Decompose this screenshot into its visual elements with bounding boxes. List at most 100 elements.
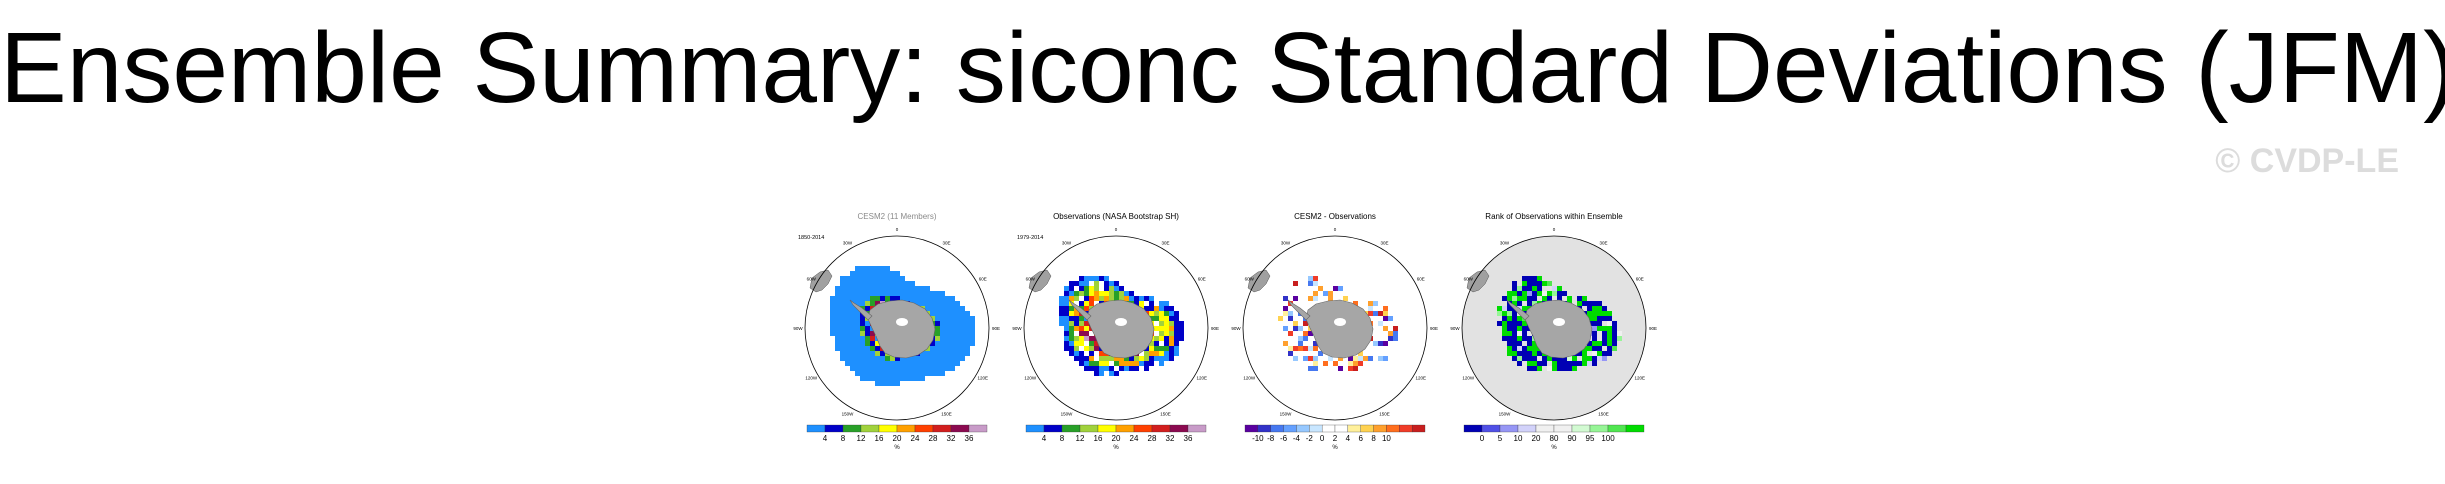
ice-cell bbox=[1378, 326, 1383, 331]
ice-cell bbox=[950, 341, 955, 346]
ice-cell bbox=[1612, 326, 1617, 331]
ice-cell bbox=[960, 316, 965, 321]
ice-cell bbox=[1512, 351, 1517, 356]
ice-cell bbox=[1343, 291, 1348, 296]
colorbar-swatch bbox=[1296, 424, 1310, 433]
ice-cell bbox=[1114, 291, 1119, 296]
ice-cell bbox=[1109, 291, 1114, 296]
ice-cell bbox=[1338, 366, 1343, 371]
ice-cell bbox=[1333, 356, 1338, 361]
ice-cell bbox=[955, 336, 960, 341]
ice-cell bbox=[1129, 291, 1134, 296]
ice-cell bbox=[925, 351, 930, 356]
ice-cell bbox=[910, 371, 915, 376]
ice-cell bbox=[935, 356, 940, 361]
ice-cell bbox=[885, 296, 890, 301]
ice-cell bbox=[1502, 296, 1507, 301]
ice-cell bbox=[1109, 371, 1114, 376]
ice-cell bbox=[945, 336, 950, 341]
ice-cell bbox=[940, 296, 945, 301]
ice-cell bbox=[1059, 296, 1064, 301]
ice-cell bbox=[1607, 346, 1612, 351]
ice-cell bbox=[860, 376, 865, 381]
ice-cell bbox=[890, 371, 895, 376]
ice-cell bbox=[870, 291, 875, 296]
ice-cell bbox=[900, 371, 905, 376]
ice-cell bbox=[1527, 301, 1532, 306]
ice-cell bbox=[1617, 336, 1622, 341]
ice-cell bbox=[925, 356, 930, 361]
ice-cell bbox=[1597, 311, 1602, 316]
ice-cell bbox=[870, 336, 875, 341]
ice-cell bbox=[1313, 356, 1318, 361]
ice-cell bbox=[890, 276, 895, 281]
ice-cell bbox=[1109, 356, 1114, 361]
ice-cell bbox=[840, 326, 845, 331]
ice-cell bbox=[885, 376, 890, 381]
colorbar-swatch bbox=[932, 424, 952, 433]
ice-cell bbox=[915, 371, 920, 376]
panel-observations: 030E60E90E120E150E180150W120W90W60W30W48… bbox=[1011, 208, 1221, 458]
longitude-label: 60E bbox=[1417, 277, 1425, 282]
colorbar-swatch bbox=[1043, 424, 1063, 433]
ice-cell bbox=[870, 301, 875, 306]
ice-cell bbox=[1144, 351, 1149, 356]
ice-cell bbox=[1597, 356, 1602, 361]
colorbar-swatch bbox=[1334, 424, 1349, 433]
longitude-label: 30W bbox=[843, 240, 853, 245]
ice-cell bbox=[1164, 331, 1169, 336]
ice-cell bbox=[920, 371, 925, 376]
ice-cell bbox=[1089, 301, 1094, 306]
ice-cell bbox=[1343, 361, 1348, 366]
ice-cell bbox=[1089, 336, 1094, 341]
ice-cell bbox=[870, 366, 875, 371]
ice-cell bbox=[1159, 351, 1164, 356]
ice-cell bbox=[1303, 306, 1308, 311]
ice-shelf bbox=[1334, 318, 1346, 326]
ice-cell bbox=[1089, 296, 1094, 301]
ice-cell bbox=[1517, 286, 1522, 291]
ice-cell bbox=[895, 371, 900, 376]
ice-cell bbox=[1562, 291, 1567, 296]
ice-cell bbox=[1602, 341, 1607, 346]
ice-cell bbox=[1119, 296, 1124, 301]
ice-cell bbox=[955, 341, 960, 346]
colorbar-tick-label: 4 bbox=[1346, 434, 1351, 443]
ice-cell bbox=[1617, 331, 1622, 336]
ice-cell bbox=[1378, 351, 1383, 356]
map-boundary bbox=[804, 235, 990, 421]
ice-cell bbox=[860, 331, 865, 336]
ice-cell bbox=[970, 341, 975, 346]
ice-cell bbox=[1542, 356, 1547, 361]
ice-cell bbox=[1283, 336, 1288, 341]
ice-cell bbox=[1517, 336, 1522, 341]
ice-cell bbox=[1129, 296, 1134, 301]
ice-cell bbox=[855, 321, 860, 326]
ice-cell bbox=[890, 376, 895, 381]
longitude-label: 120W bbox=[1024, 376, 1037, 381]
ice-cell bbox=[910, 291, 915, 296]
ice-cell bbox=[1313, 351, 1318, 356]
ice-cell bbox=[885, 266, 890, 271]
ice-cell bbox=[945, 351, 950, 356]
ice-cell bbox=[1607, 331, 1612, 336]
ice-cell bbox=[970, 331, 975, 336]
ice-cell bbox=[1532, 361, 1537, 366]
panel-title-main: CESM2 bbox=[857, 212, 886, 221]
longitude-label: 60W bbox=[807, 277, 817, 282]
ice-cell bbox=[1298, 346, 1303, 351]
colorbar-swatch bbox=[1079, 424, 1099, 433]
ice-cell bbox=[1383, 326, 1388, 331]
ice-cell bbox=[1144, 306, 1149, 311]
ice-cell bbox=[1293, 281, 1298, 286]
ice-cell bbox=[965, 336, 970, 341]
ice-cell bbox=[1537, 291, 1542, 296]
ice-cell bbox=[835, 311, 840, 316]
ice-cell bbox=[1084, 281, 1089, 286]
ice-cell bbox=[840, 291, 845, 296]
ice-cell bbox=[1084, 361, 1089, 366]
ice-cell bbox=[1597, 351, 1602, 356]
ice-cell bbox=[1283, 316, 1288, 321]
ice-shelf bbox=[896, 318, 908, 326]
ice-cell bbox=[1179, 331, 1184, 336]
